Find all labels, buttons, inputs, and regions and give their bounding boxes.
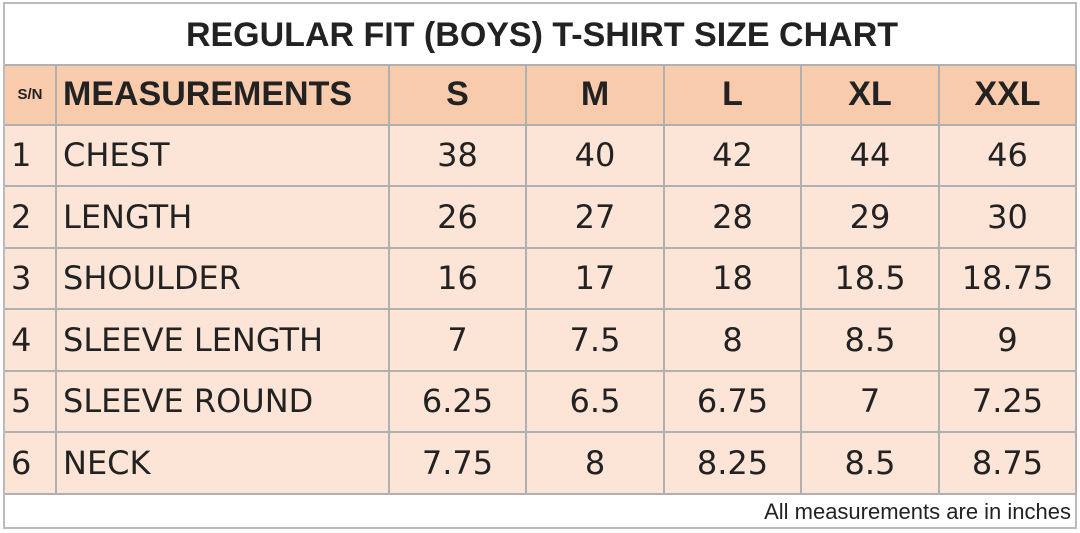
row-number: 4 — [5, 310, 57, 372]
size-value: 42 — [665, 125, 802, 187]
column-header: M — [527, 64, 665, 126]
size-value: 7.75 — [390, 433, 527, 495]
measurement-name: SHOULDER — [57, 248, 390, 310]
measurement-name: NECK — [57, 433, 390, 495]
size-value: 7 — [390, 310, 527, 372]
measurement-name: SLEEVE LENGTH — [57, 310, 390, 372]
size-value: 30 — [940, 187, 1077, 249]
size-value: 8.25 — [665, 433, 802, 495]
footnote: All measurements are in inches — [764, 499, 1071, 524]
row-number: 2 — [5, 187, 57, 249]
size-value: 16 — [390, 248, 527, 310]
size-chart: REGULAR FIT (BOYS) T-SHIRT SIZE CHART Al… — [3, 2, 1077, 529]
size-value: 8.5 — [802, 433, 940, 495]
row-number: 6 — [5, 433, 57, 495]
column-header: S — [390, 64, 527, 126]
size-value: 44 — [802, 125, 940, 187]
size-value: 27 — [527, 187, 665, 249]
size-value: 8 — [665, 310, 802, 372]
size-value: 9 — [940, 310, 1077, 372]
size-value: 6.25 — [390, 371, 527, 433]
measurement-name: CHEST — [57, 125, 390, 187]
size-value: 29 — [802, 187, 940, 249]
column-header: L — [665, 64, 802, 126]
size-value: 18.5 — [802, 248, 940, 310]
size-value: 46 — [940, 125, 1077, 187]
size-value: 8.5 — [802, 310, 940, 372]
column-header: XL — [802, 64, 940, 126]
size-value: 6.5 — [527, 371, 665, 433]
measurement-name: SLEEVE ROUND — [57, 371, 390, 433]
measurement-name: LENGTH — [57, 187, 390, 249]
size-value: 18 — [665, 248, 802, 310]
size-value: 7.25 — [940, 371, 1077, 433]
size-value: 7.5 — [527, 310, 665, 372]
size-value: 28 — [665, 187, 802, 249]
size-value: 18.75 — [940, 248, 1077, 310]
size-value: 17 — [527, 248, 665, 310]
row-number: 1 — [5, 125, 57, 187]
row-number: 5 — [5, 371, 57, 433]
size-value: 7 — [802, 371, 940, 433]
size-value: 40 — [527, 125, 665, 187]
column-header: S/N — [5, 64, 57, 126]
column-header: XXL — [940, 64, 1077, 126]
column-header: MEASUREMENTS — [57, 64, 390, 126]
size-value: 8.75 — [940, 433, 1077, 495]
row-number: 3 — [5, 248, 57, 310]
size-value: 6.75 — [665, 371, 802, 433]
size-value: 8 — [527, 433, 665, 495]
size-value: 26 — [390, 187, 527, 249]
title: REGULAR FIT (BOYS) T-SHIRT SIZE CHART — [185, 15, 899, 54]
size-value: 38 — [390, 125, 527, 187]
